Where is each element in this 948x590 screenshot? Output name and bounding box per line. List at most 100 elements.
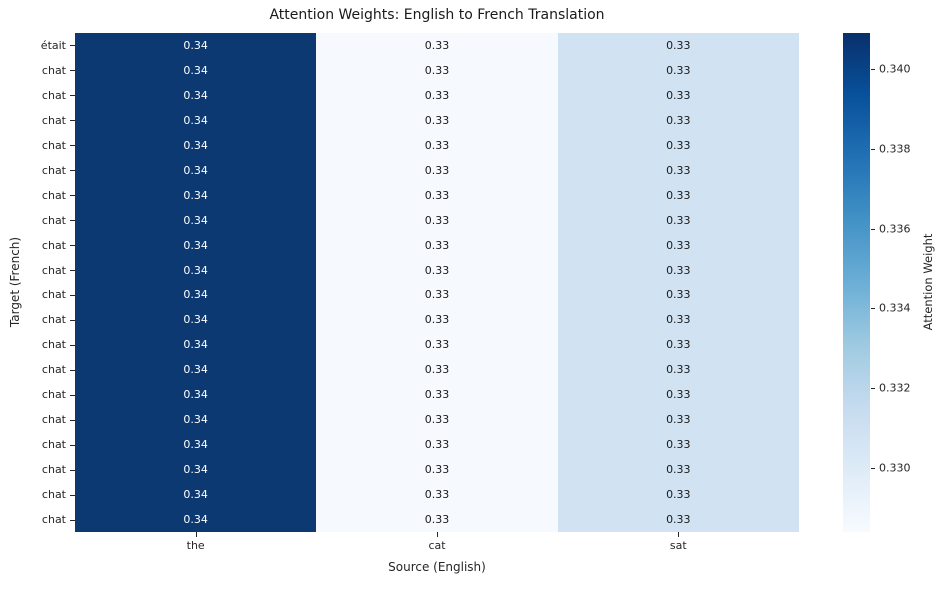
y-tick-label: chat: [41, 488, 66, 502]
heatmap-cell: 0.34: [75, 357, 317, 383]
heatmap-cell: 0.33: [316, 157, 558, 183]
heatmap-cell: 0.33: [316, 232, 558, 258]
colorbar-tick-mark: [871, 308, 875, 310]
y-tick-mark: [70, 369, 75, 371]
heatmap-cell: 0.34: [75, 307, 317, 333]
y-tick-mark: [70, 344, 75, 346]
colorbar: [843, 33, 870, 532]
colorbar-tick-mark: [871, 148, 875, 150]
heatmap-cell: 0.33: [316, 207, 558, 233]
y-tick-mark: [70, 145, 75, 147]
y-tick-mark: [70, 70, 75, 72]
heatmap-cell: 0.33: [316, 357, 558, 383]
heatmap-cell: 0.33: [557, 132, 799, 158]
heatmap-cell: 0.33: [316, 332, 558, 358]
heatmap-cell: 0.33: [557, 57, 799, 83]
heatmap-cell: 0.33: [557, 182, 799, 208]
heatmap-cell: 0.33: [316, 307, 558, 333]
heatmap-cell: 0.33: [557, 257, 799, 283]
y-tick-mark: [70, 419, 75, 421]
x-axis-label: Source (English): [388, 560, 486, 574]
y-tick-label: chat: [41, 388, 66, 402]
heatmap-cell: 0.33: [316, 507, 558, 532]
heatmap-cell: 0.33: [557, 507, 799, 532]
x-tick-mark: [437, 532, 438, 537]
heatmap-cell: 0.34: [75, 457, 317, 483]
y-tick-label: chat: [41, 338, 66, 352]
heatmap-cell: 0.34: [75, 157, 317, 183]
heatmap-cell: 0.34: [75, 107, 317, 133]
y-tick-label: était: [40, 38, 66, 52]
x-tick-label: cat: [428, 539, 446, 552]
heatmap-cell: 0.33: [557, 157, 799, 183]
colorbar-tick-label: 0.338: [879, 142, 911, 156]
y-tick-label: chat: [41, 463, 66, 477]
heatmap-cell: 0.33: [316, 382, 558, 408]
heatmap-cell: 0.33: [316, 482, 558, 508]
heatmap-cell: 0.33: [557, 482, 799, 508]
y-tick-mark: [70, 220, 75, 222]
heatmap-cell: 0.33: [316, 407, 558, 433]
y-tick-mark: [70, 95, 75, 97]
y-tick-label: chat: [41, 313, 66, 327]
heatmap-cell: 0.33: [557, 33, 799, 58]
y-tick-mark: [70, 469, 75, 471]
colorbar-tick-label: 0.340: [879, 62, 911, 76]
heatmap-cell: 0.34: [75, 482, 317, 508]
heatmap-cell: 0.33: [557, 457, 799, 483]
y-tick-label: chat: [41, 288, 66, 302]
y-tick-label: chat: [41, 88, 66, 102]
heatmap-cell: 0.34: [75, 57, 317, 83]
heatmap-cell: 0.34: [75, 407, 317, 433]
y-tick-mark: [70, 494, 75, 496]
x-tick-label: the: [186, 539, 205, 552]
heatmap-cell: 0.34: [75, 432, 317, 458]
colorbar-tick-label: 0.332: [879, 381, 911, 395]
heatmap-cell: 0.34: [75, 132, 317, 158]
heatmap-cell: 0.34: [75, 507, 317, 532]
heatmap-cell: 0.33: [316, 107, 558, 133]
y-tick-label: chat: [41, 238, 66, 252]
y-tick-mark: [70, 444, 75, 446]
heatmap-cell: 0.33: [316, 432, 558, 458]
x-tick-label: sat: [669, 539, 687, 552]
heatmap-cell: 0.33: [557, 107, 799, 133]
heatmap-cell: 0.34: [75, 332, 317, 358]
y-tick-mark: [70, 245, 75, 247]
heatmap-cell: 0.33: [557, 282, 799, 308]
y-tick-label: chat: [41, 188, 66, 202]
colorbar-tick-mark: [871, 468, 875, 470]
y-tick-mark: [70, 170, 75, 172]
heatmap-cell: 0.33: [557, 307, 799, 333]
y-tick-label: chat: [41, 163, 66, 177]
heatmap-cell: 0.33: [316, 82, 558, 108]
heatmap-cell: 0.33: [316, 282, 558, 308]
heatmap-cell: 0.34: [75, 82, 317, 108]
y-tick-mark: [70, 120, 75, 122]
colorbar-tick-mark: [871, 228, 875, 230]
heatmap-cell: 0.33: [557, 407, 799, 433]
heatmap-cell: 0.34: [75, 33, 317, 58]
colorbar-tick-mark: [871, 388, 875, 390]
heatmap-cell: 0.33: [316, 57, 558, 83]
heatmap-cell: 0.33: [316, 457, 558, 483]
heatmap-cell: 0.34: [75, 282, 317, 308]
x-tick-mark: [678, 532, 680, 537]
y-tick-mark: [70, 270, 75, 272]
heatmap-cell: 0.34: [75, 257, 317, 283]
y-tick-label: chat: [41, 213, 66, 227]
heatmap-cell: 0.33: [557, 82, 799, 108]
y-tick-mark: [70, 45, 75, 47]
heatmap-cell: 0.34: [75, 182, 317, 208]
heatmap-cell: 0.33: [316, 257, 558, 283]
colorbar-tick-label: 0.336: [879, 222, 911, 236]
heatmap-cell: 0.33: [557, 232, 799, 258]
x-tick-mark: [195, 532, 197, 537]
y-tick-label: chat: [41, 63, 66, 77]
y-tick-mark: [70, 519, 75, 521]
y-tick-label: chat: [41, 263, 66, 277]
colorbar-tick-label: 0.330: [879, 461, 911, 475]
heatmap-cell: 0.33: [316, 182, 558, 208]
y-tick-label: chat: [41, 113, 66, 127]
colorbar-label: Attention Weight: [921, 233, 935, 331]
